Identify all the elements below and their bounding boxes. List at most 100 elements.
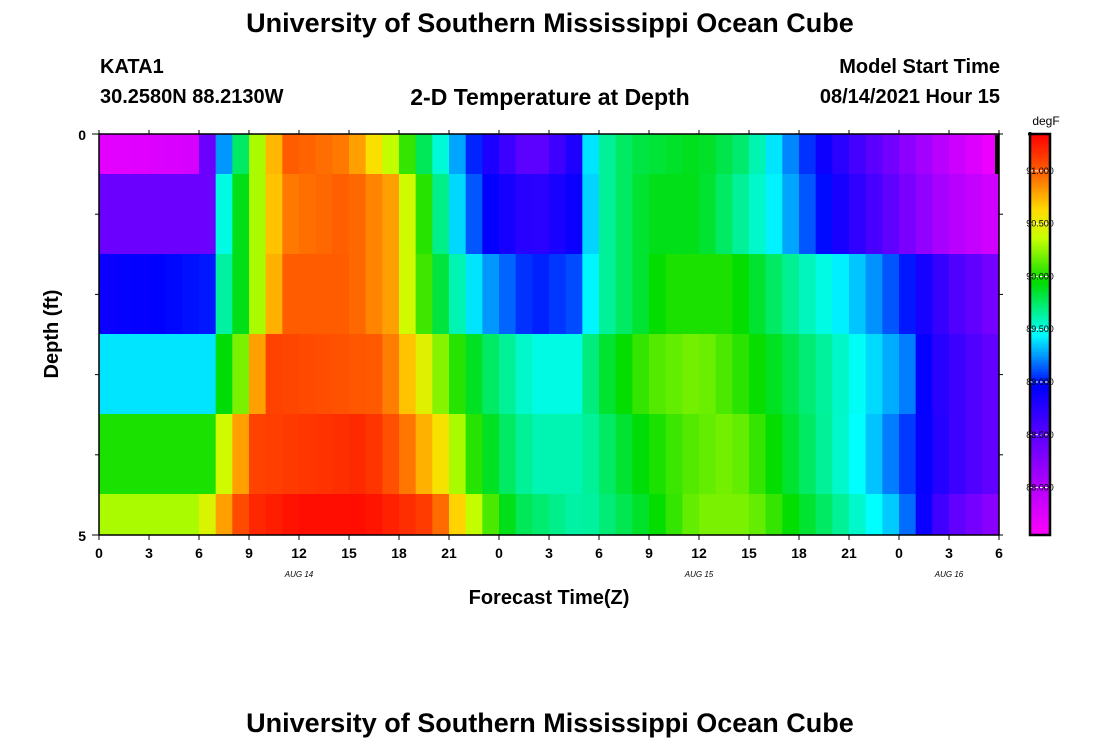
colorbar-swatch <box>1030 474 1050 478</box>
heatmap-cell <box>882 254 900 334</box>
colorbar-swatch <box>1030 479 1050 483</box>
heatmap-cell <box>215 414 233 494</box>
colorbar-swatch <box>1030 399 1050 403</box>
heatmap-cell <box>215 254 233 334</box>
heatmap-cell <box>682 494 700 535</box>
heatmap-cell <box>182 334 200 414</box>
heatmap-cell <box>682 254 700 334</box>
heatmap-cell <box>182 494 200 535</box>
heatmap-cell <box>732 494 750 535</box>
axes: 0 3 6 9 12 15 18 21 0 3 6 9 12 15 18 21 0 3 6 AUG 14 AUG 15 A… <box>41 127 1003 609</box>
heatmap-cell <box>749 414 767 494</box>
heatmap-cell <box>215 134 233 174</box>
heatmap-cell <box>565 494 583 535</box>
heatmap-cell <box>365 174 383 254</box>
colorbar-swatch <box>1030 236 1050 240</box>
colorbar-swatch <box>1030 407 1050 411</box>
colorbar-swatch <box>1030 251 1050 255</box>
colorbar-swatch <box>1030 359 1050 363</box>
colorbar-swatch <box>1030 477 1050 481</box>
heatmap-cell <box>749 174 767 254</box>
heatmap-cell <box>932 174 950 254</box>
heatmap-cell <box>649 494 667 535</box>
colorbar-swatch <box>1030 389 1050 393</box>
colorbar-swatch <box>1030 504 1050 509</box>
heatmap-cell <box>982 174 1000 254</box>
colorbar-swatch <box>1030 472 1050 476</box>
heatmap-cell <box>949 414 967 494</box>
heatmap-cell <box>982 334 1000 414</box>
colorbar-swatch <box>1030 464 1050 468</box>
colorbar-swatch <box>1030 166 1050 170</box>
colorbar-swatch <box>1030 286 1050 290</box>
heatmap-cell <box>432 334 450 414</box>
heatmap-cell <box>882 334 900 414</box>
heatmap-cell <box>465 414 483 494</box>
heatmap-cell <box>299 414 317 494</box>
heatmap-cell <box>382 334 400 414</box>
colorbar-swatch <box>1030 362 1050 366</box>
x-tick-label: 6 <box>195 545 203 561</box>
colorbar-swatch <box>1030 301 1050 306</box>
heatmap-cell <box>299 334 317 414</box>
heatmap-cell <box>315 494 333 535</box>
colorbar-unit: degF <box>1032 114 1059 128</box>
heatmap-cell <box>815 254 833 334</box>
colorbar-swatch <box>1030 239 1050 243</box>
heatmap-cell <box>732 414 750 494</box>
heatmap-cell <box>565 134 583 174</box>
x-tick-label: 15 <box>741 545 757 561</box>
heatmap-cell <box>615 174 633 254</box>
heatmap-cell <box>399 134 417 174</box>
page-title: University of Southern Mississippi Ocean… <box>246 8 854 38</box>
heatmap-cell <box>432 494 450 535</box>
heatmap-cell <box>399 414 417 494</box>
heatmap-cell <box>249 414 267 494</box>
heatmap-cell <box>549 134 567 174</box>
heatmap-cell <box>799 414 817 494</box>
heatmap-cell <box>849 134 867 174</box>
colorbar-swatch <box>1030 342 1050 346</box>
colorbar-swatch <box>1030 429 1050 433</box>
colorbar-swatch <box>1030 517 1050 521</box>
colorbar-swatch <box>1030 377 1050 381</box>
colorbar-swatch <box>1030 419 1050 423</box>
heatmap-cell <box>332 254 350 334</box>
heatmap-cell <box>715 334 733 414</box>
colorbar-swatch <box>1030 281 1050 285</box>
heatmap-cell <box>849 414 867 494</box>
heatmap-cell <box>615 494 633 535</box>
heatmap-cell <box>299 494 317 535</box>
x-date-label: AUG 15 <box>684 570 714 579</box>
colorbar-swatch <box>1030 161 1050 165</box>
heatmap-cell <box>465 134 483 174</box>
heatmap-cell <box>815 174 833 254</box>
heatmap-cell <box>115 334 133 414</box>
colorbar-swatch <box>1030 269 1050 273</box>
colorbar-swatch <box>1030 219 1050 223</box>
colorbar-swatch <box>1030 194 1050 198</box>
heatmap-cell <box>232 134 250 174</box>
colorbar-swatch <box>1030 414 1050 418</box>
colorbar-swatch <box>1030 279 1050 283</box>
colorbar-swatch <box>1030 181 1050 185</box>
colorbar-swatch <box>1030 276 1050 280</box>
heatmap-cell <box>782 174 800 254</box>
heatmap-cell <box>499 414 517 494</box>
heatmap-cell <box>865 254 883 334</box>
x-tick-label: 3 <box>945 545 953 561</box>
heatmap-cell <box>899 334 917 414</box>
x-tick-label: 9 <box>245 545 253 561</box>
heatmap-cell <box>399 254 417 334</box>
heatmap-cell <box>99 174 117 254</box>
heatmap-cell <box>365 334 383 414</box>
heatmap-cell <box>149 414 167 494</box>
heatmap-cell <box>765 334 783 414</box>
heatmap-cell <box>149 254 167 334</box>
heatmap-cell <box>265 134 283 174</box>
x-tick-label: 0 <box>895 545 903 561</box>
heatmap-cell <box>732 334 750 414</box>
colorbar-swatch <box>1030 189 1050 193</box>
heatmap-cell <box>165 254 183 334</box>
heatmap-cell <box>482 134 500 174</box>
